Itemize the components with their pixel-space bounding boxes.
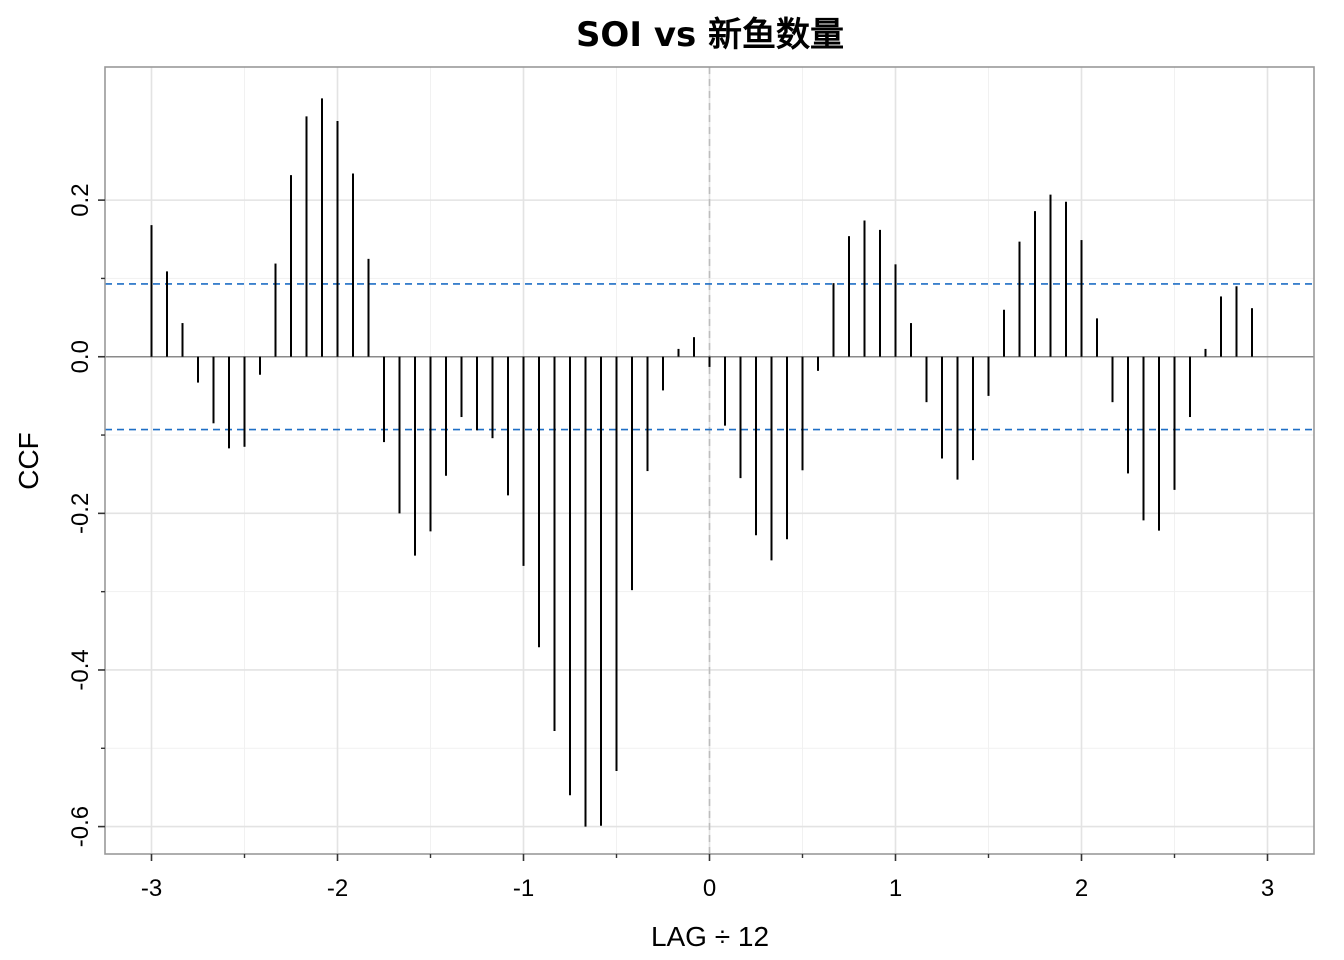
x-tick-label: -1 bbox=[513, 875, 534, 902]
grid-lines bbox=[105, 67, 1314, 854]
x-axis-label: LAG ÷ 12 bbox=[651, 921, 769, 952]
ccf-bars bbox=[150, 98, 1253, 827]
y-tick-label: -0.2 bbox=[67, 493, 94, 534]
y-tick-label: 0.2 bbox=[67, 183, 94, 216]
x-tick-label: 1 bbox=[889, 875, 902, 902]
y-tick-label: -0.4 bbox=[67, 649, 94, 690]
y-tick-label: -0.6 bbox=[67, 806, 94, 847]
chart-title: SOI vs 新鱼数量 bbox=[576, 15, 844, 55]
x-tick-label: 2 bbox=[1075, 875, 1088, 902]
x-tick-label: -2 bbox=[327, 875, 348, 902]
y-axis-label: CCF bbox=[13, 432, 44, 490]
y-tick-label: 0.0 bbox=[67, 340, 94, 373]
x-tick-label: 0 bbox=[703, 875, 716, 902]
x-tick-label: -3 bbox=[141, 875, 162, 902]
x-tick-label: 3 bbox=[1261, 875, 1274, 902]
